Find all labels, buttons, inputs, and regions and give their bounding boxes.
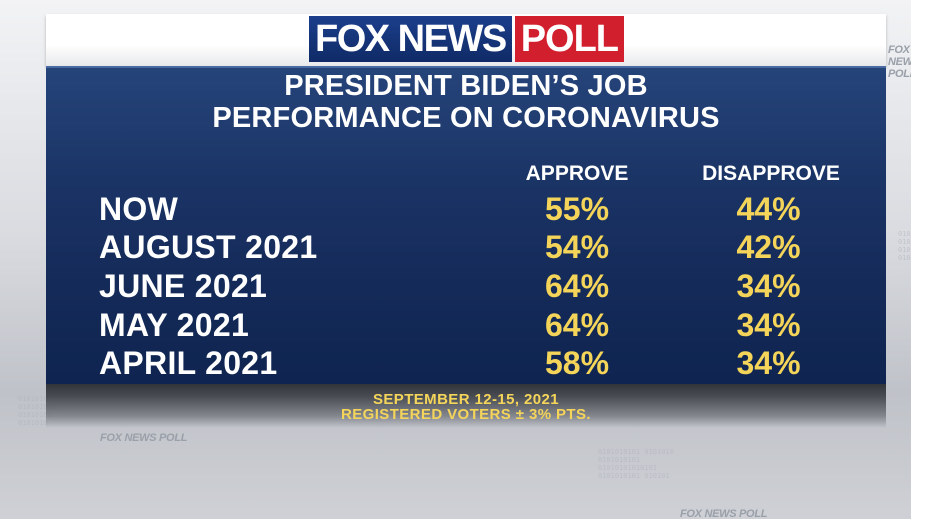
column-header-approve: APPROVE (525, 162, 629, 185)
row-label: MAY 2021 (99, 307, 250, 343)
disapprove-value: 44% (736, 191, 801, 227)
approve-value: 64% (544, 268, 610, 304)
poll-panel: PRESIDENT BIDEN’S JOB PERFORMANCE ON COR… (46, 66, 886, 384)
row-label: NOW (99, 191, 179, 227)
background-logo-mark: FOX NEWS POLL (680, 508, 768, 520)
logo-brand: FOX NEWS (309, 16, 512, 62)
poll-row: APRIL 2021 58% 34% (46, 344, 886, 382)
approve-value: 64% (544, 307, 610, 343)
poll-row: NOW 55% 44% (46, 190, 886, 228)
disapprove-value: 42% (736, 229, 801, 265)
column-header-disapprove: DISAPPROVE (702, 162, 840, 185)
logo-product: POLL (514, 16, 625, 62)
poll-row: AUGUST 2021 54% 42% (46, 228, 886, 266)
poll-sample-note: REGISTERED VOTERS ± 3% PTS. (341, 406, 591, 423)
approve-value: 58% (544, 345, 610, 381)
background-logo-mark: FOX NEWS POLL (888, 44, 920, 80)
frame-edge-bottom (0, 519, 931, 523)
poll-title-line-2: PERFORMANCE ON CORONAVIRUS (212, 102, 720, 134)
row-label: AUGUST 2021 (99, 229, 318, 265)
row-label: APRIL 2021 (99, 345, 278, 381)
background-binary-pattern: 0101010101 0101010 0101010101 010101010101… (598, 448, 674, 480)
poll-row: MAY 2021 64% 34% (46, 306, 886, 344)
disapprove-value: 34% (736, 307, 801, 343)
approve-value: 55% (544, 191, 610, 227)
panel-shadow (46, 380, 886, 428)
poll-title-line-1: PRESIDENT BIDEN’S JOB (284, 70, 648, 102)
disapprove-value: 34% (736, 345, 801, 381)
background-logo-mark: FOX NEWS POLL (100, 432, 188, 444)
row-label: JUNE 2021 (99, 268, 268, 304)
background-binary-pattern: 01010101 0101010101 01010101 0101010 (18, 395, 61, 427)
disapprove-value: 34% (736, 268, 801, 304)
fox-news-poll-logo: FOX NEWS POLL (309, 16, 625, 62)
approve-value: 54% (544, 229, 610, 265)
frame-edge-right (911, 0, 931, 523)
poll-row: JUNE 2021 64% 34% (46, 267, 886, 305)
poll-date: SEPTEMBER 12-15, 2021 (373, 391, 559, 408)
